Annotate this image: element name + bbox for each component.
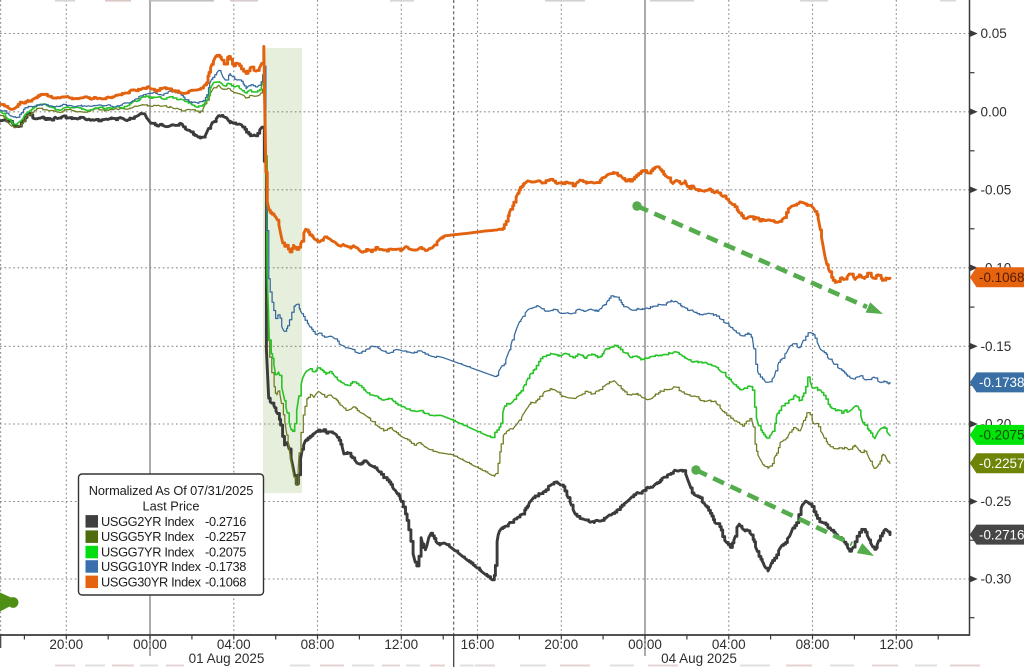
svg-text:12:00: 12:00 — [384, 637, 418, 652]
svg-text:00:00: 00:00 — [133, 637, 167, 652]
svg-text:-0.1738: -0.1738 — [205, 559, 246, 574]
svg-text:16:00: 16:00 — [461, 637, 495, 652]
svg-text:01 Aug 2025: 01 Aug 2025 — [189, 651, 265, 666]
svg-text:20:00: 20:00 — [544, 637, 578, 652]
svg-text:12:00: 12:00 — [879, 637, 913, 652]
svg-text:-0.2716: -0.2716 — [205, 514, 246, 529]
svg-text:-0.1738: -0.1738 — [979, 375, 1024, 390]
svg-text:04:00: 04:00 — [217, 637, 251, 652]
svg-text:08:00: 08:00 — [301, 637, 335, 652]
svg-text:04:00: 04:00 — [712, 637, 746, 652]
svg-text:-0.2257: -0.2257 — [979, 456, 1024, 471]
svg-text:USGG30YR Index: USGG30YR Index — [101, 574, 202, 589]
svg-text:-0.15: -0.15 — [981, 339, 1012, 354]
svg-text:04 Aug 2025: 04 Aug 2025 — [661, 651, 737, 666]
svg-text:08:00: 08:00 — [796, 637, 830, 652]
svg-text:-0.2716: -0.2716 — [979, 527, 1024, 542]
svg-text:0.05: 0.05 — [981, 26, 1007, 41]
svg-text:Last Price: Last Price — [143, 499, 200, 514]
svg-text:00:00: 00:00 — [628, 637, 662, 652]
svg-text:USGG2YR Index: USGG2YR Index — [101, 514, 195, 529]
svg-text:-0.2075: -0.2075 — [205, 545, 246, 560]
svg-text:USGG10YR Index: USGG10YR Index — [101, 559, 202, 574]
svg-text:Normalized As Of 07/31/2025: Normalized As Of 07/31/2025 — [89, 483, 253, 498]
svg-text:0.00: 0.00 — [981, 105, 1007, 120]
svg-text:-0.2075: -0.2075 — [979, 428, 1024, 443]
svg-text:-0.2257: -0.2257 — [205, 529, 246, 544]
svg-text:USGG5YR Index: USGG5YR Index — [101, 529, 195, 544]
svg-text:-0.1068: -0.1068 — [979, 270, 1024, 285]
svg-text:USGG7YR Index: USGG7YR Index — [101, 545, 195, 560]
svg-text:-0.30: -0.30 — [981, 572, 1012, 587]
svg-text:-0.25: -0.25 — [981, 494, 1012, 509]
svg-text:-0.05: -0.05 — [981, 183, 1012, 198]
svg-text:20:00: 20:00 — [49, 637, 83, 652]
svg-text:-0.1068: -0.1068 — [205, 574, 246, 589]
